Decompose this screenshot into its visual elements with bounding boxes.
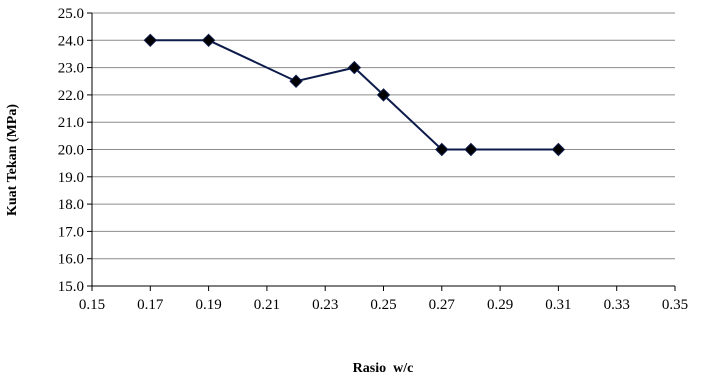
y-axis-title: Kuat Tekan (MPa) <box>5 104 20 216</box>
x-tick-label: 0.15 <box>79 297 105 313</box>
y-axis-ticks: 15.0 16.0 17.0 18.0 19.0 20.0 21.0 22.0 23.0 24.0… <box>58 6 92 295</box>
y-tick-label: 19.0 <box>58 170 84 186</box>
x-tick-label: 0.23 <box>312 297 338 313</box>
y-tick-label: 20.0 <box>58 143 84 159</box>
x-tick-label: 0.33 <box>604 297 630 313</box>
x-tick-label: 0.21 <box>254 297 280 313</box>
y-tick-label: 25.0 <box>58 6 84 22</box>
y-tick-label: 15.0 <box>58 279 84 295</box>
x-tick-label: 0.25 <box>370 297 396 313</box>
data-point-marker <box>464 142 478 157</box>
y-tick-label: 21.0 <box>58 115 84 131</box>
data-point-marker <box>347 60 362 75</box>
x-tick-label: 0.17 <box>137 297 164 313</box>
data-point-marker <box>376 88 391 102</box>
x-tick-label: 0.27 <box>429 297 456 313</box>
y-tick-label: 23.0 <box>58 61 84 77</box>
x-tick-label: 0.29 <box>487 297 513 313</box>
data-series <box>143 33 566 157</box>
data-point-marker <box>289 74 303 88</box>
y-tick-label: 24.0 <box>58 33 84 49</box>
data-point-marker <box>551 142 566 157</box>
data-point-marker <box>201 33 216 48</box>
data-point-marker <box>435 142 449 157</box>
data-point-marker <box>143 33 158 48</box>
x-tick-label: 0.19 <box>195 297 221 313</box>
x-axis-ticks: 0.15 0.17 0.19 0.21 0.23 0.25 0.27 0.29 0.31 0.33… <box>79 286 688 313</box>
y-tick-label: 18.0 <box>58 197 84 213</box>
x-tick-label: 0.35 <box>662 297 688 313</box>
y-tick-label: 17.0 <box>58 224 84 240</box>
x-axis-title: Rasio w/c <box>353 361 414 376</box>
gridlines <box>92 12 675 287</box>
x-tick-label: 0.31 <box>545 297 571 313</box>
y-tick-label: 16.0 <box>58 252 84 268</box>
y-tick-label: 22.0 <box>58 88 84 104</box>
